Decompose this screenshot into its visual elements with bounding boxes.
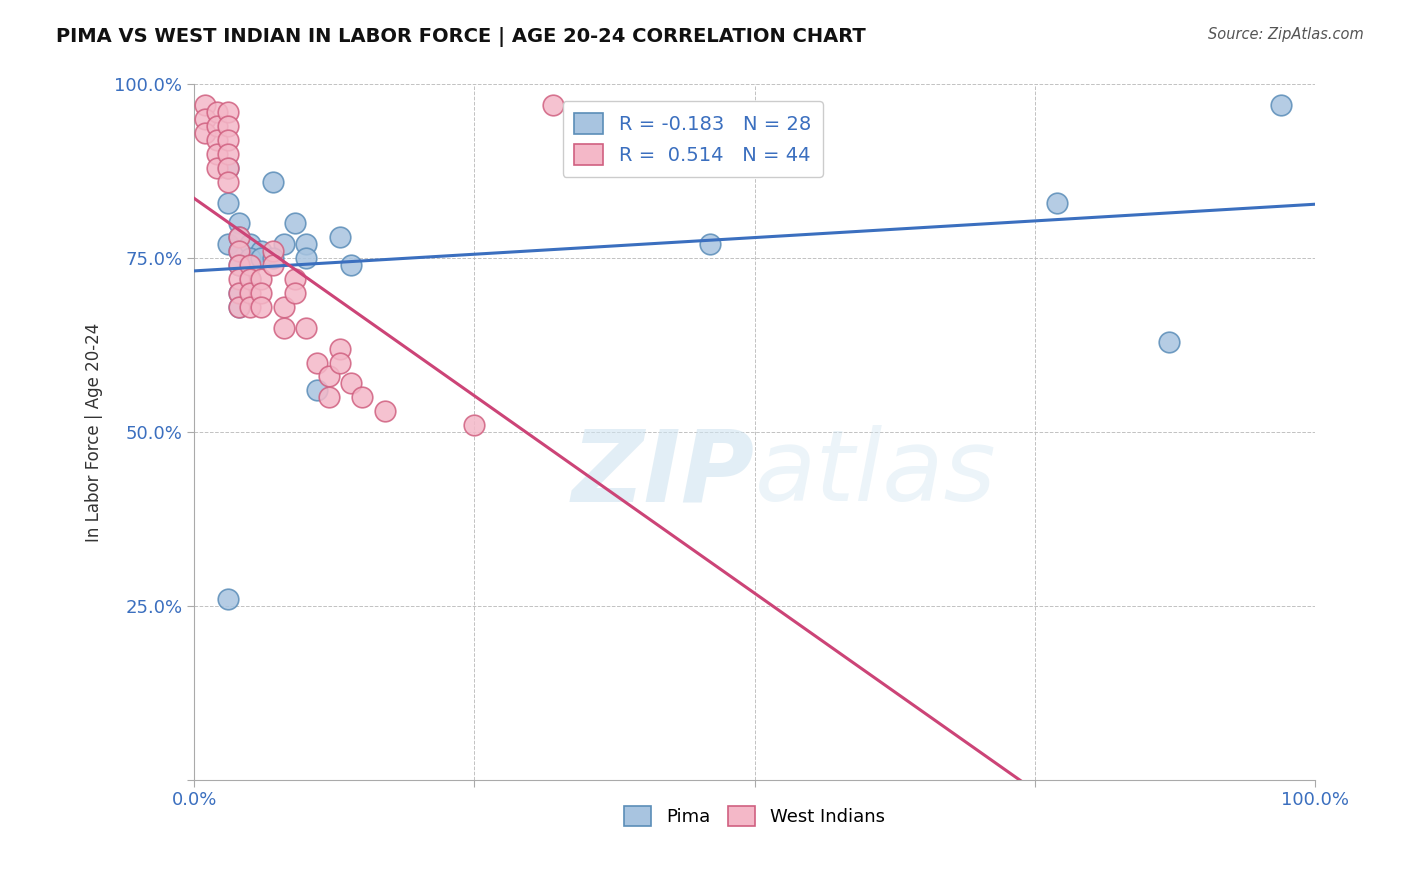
Point xyxy=(239,258,262,272)
Point xyxy=(205,147,228,161)
Text: ZIP: ZIP xyxy=(571,425,755,522)
Point xyxy=(463,418,485,433)
Text: Source: ZipAtlas.com: Source: ZipAtlas.com xyxy=(1208,27,1364,42)
Point xyxy=(284,272,307,286)
Point xyxy=(250,244,273,259)
Point xyxy=(228,244,250,259)
Point xyxy=(228,230,250,244)
Point xyxy=(1159,334,1181,349)
Point xyxy=(699,237,721,252)
Point xyxy=(262,258,284,272)
Point xyxy=(239,251,262,265)
Point xyxy=(262,244,284,259)
Point xyxy=(205,161,228,175)
Point xyxy=(262,251,284,265)
Point xyxy=(374,404,396,418)
Point xyxy=(239,272,262,286)
Point xyxy=(273,320,295,334)
Point xyxy=(329,342,352,356)
Point xyxy=(273,237,295,252)
Point xyxy=(217,591,239,606)
Point xyxy=(194,112,217,127)
Point xyxy=(329,355,352,369)
Point xyxy=(340,376,363,391)
Point xyxy=(194,98,217,112)
Point xyxy=(228,244,250,259)
Point xyxy=(318,369,340,384)
Point xyxy=(250,300,273,314)
Point xyxy=(217,237,239,252)
Point xyxy=(205,133,228,147)
Point xyxy=(228,300,250,314)
Point xyxy=(541,98,564,112)
Point xyxy=(217,119,239,133)
Point xyxy=(250,272,273,286)
Point xyxy=(217,175,239,189)
Point xyxy=(194,126,217,140)
Point xyxy=(352,390,374,404)
Point xyxy=(273,300,295,314)
Point xyxy=(239,272,262,286)
Point xyxy=(262,175,284,189)
Text: atlas: atlas xyxy=(755,425,995,522)
Point xyxy=(217,161,239,175)
Point xyxy=(250,251,273,265)
Point xyxy=(217,105,239,120)
Point xyxy=(1270,98,1292,112)
Point xyxy=(228,258,250,272)
Point xyxy=(217,195,239,210)
Point xyxy=(340,258,363,272)
Point xyxy=(307,355,329,369)
Legend: Pima, West Indians: Pima, West Indians xyxy=(617,799,891,833)
Point xyxy=(228,300,250,314)
Point xyxy=(217,161,239,175)
Point xyxy=(239,285,262,300)
Point xyxy=(205,119,228,133)
Point xyxy=(228,272,250,286)
Point xyxy=(295,251,318,265)
Point xyxy=(228,230,250,244)
Point xyxy=(239,237,262,252)
Point xyxy=(217,133,239,147)
Y-axis label: In Labor Force | Age 20-24: In Labor Force | Age 20-24 xyxy=(86,322,103,541)
Point xyxy=(228,217,250,231)
Point xyxy=(228,285,250,300)
Point xyxy=(250,285,273,300)
Point xyxy=(284,285,307,300)
Text: PIMA VS WEST INDIAN IN LABOR FORCE | AGE 20-24 CORRELATION CHART: PIMA VS WEST INDIAN IN LABOR FORCE | AGE… xyxy=(56,27,866,46)
Point xyxy=(295,237,318,252)
Point xyxy=(295,320,318,334)
Point xyxy=(329,230,352,244)
Point xyxy=(318,390,340,404)
Point xyxy=(307,384,329,398)
Point xyxy=(239,300,262,314)
Point xyxy=(284,217,307,231)
Point xyxy=(228,258,250,272)
Point xyxy=(228,285,250,300)
Point xyxy=(217,147,239,161)
Point xyxy=(1046,195,1069,210)
Point xyxy=(205,105,228,120)
